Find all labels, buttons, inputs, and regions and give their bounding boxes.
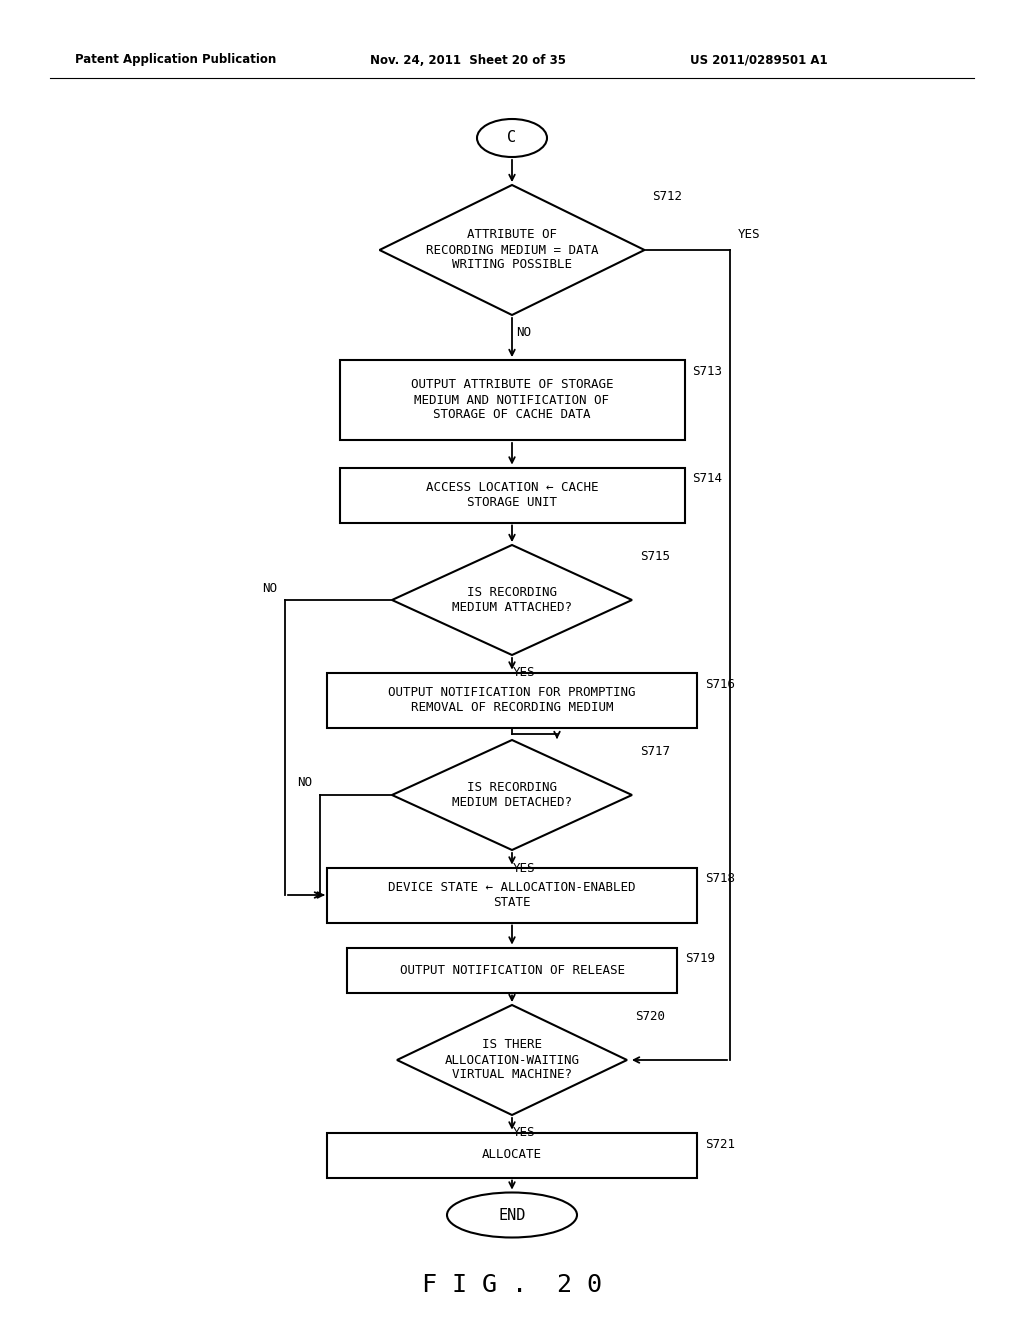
Text: OUTPUT NOTIFICATION FOR PROMPTING
REMOVAL OF RECORDING MEDIUM: OUTPUT NOTIFICATION FOR PROMPTING REMOVA… [388,686,636,714]
Text: OUTPUT ATTRIBUTE OF STORAGE
MEDIUM AND NOTIFICATION OF
STORAGE OF CACHE DATA: OUTPUT ATTRIBUTE OF STORAGE MEDIUM AND N… [411,379,613,421]
Text: NO: NO [516,326,531,339]
Text: S713: S713 [692,366,723,378]
Text: Nov. 24, 2011  Sheet 20 of 35: Nov. 24, 2011 Sheet 20 of 35 [370,54,566,66]
Text: END: END [499,1208,525,1222]
Text: IS RECORDING
MEDIUM DETACHED?: IS RECORDING MEDIUM DETACHED? [452,781,572,809]
Text: US 2011/0289501 A1: US 2011/0289501 A1 [690,54,827,66]
Text: S718: S718 [705,873,735,886]
Text: F I G .  2 0: F I G . 2 0 [422,1272,602,1298]
Text: YES: YES [513,1126,536,1139]
Text: ALLOCATE: ALLOCATE [482,1148,542,1162]
Text: IS RECORDING
MEDIUM ATTACHED?: IS RECORDING MEDIUM ATTACHED? [452,586,572,614]
Text: NO: NO [297,776,312,789]
Text: ATTRIBUTE OF
RECORDING MEDIUM = DATA
WRITING POSSIBLE: ATTRIBUTE OF RECORDING MEDIUM = DATA WRI… [426,228,598,272]
Bar [340,467,684,523]
Bar [327,867,697,923]
Text: IS THERE
ALLOCATION-WAITING
VIRTUAL MACHINE?: IS THERE ALLOCATION-WAITING VIRTUAL MACH… [444,1039,580,1081]
Bar [327,672,697,727]
Bar [347,948,677,993]
Bar [327,1133,697,1177]
Text: NO: NO [262,582,278,594]
Text: S712: S712 [652,190,683,203]
Text: S714: S714 [692,473,723,486]
Text: C: C [508,131,516,145]
Text: S719: S719 [685,953,715,965]
Text: S716: S716 [705,677,735,690]
Text: Patent Application Publication: Patent Application Publication [75,54,276,66]
Text: S715: S715 [640,550,670,564]
Bar [340,360,684,440]
Text: YES: YES [513,667,536,680]
Text: S721: S721 [705,1138,735,1151]
Text: YES: YES [738,228,761,242]
Text: YES: YES [513,862,536,874]
Text: DEVICE STATE ← ALLOCATION-ENABLED
STATE: DEVICE STATE ← ALLOCATION-ENABLED STATE [388,880,636,909]
Text: OUTPUT NOTIFICATION OF RELEASE: OUTPUT NOTIFICATION OF RELEASE [399,964,625,977]
Text: ACCESS LOCATION ← CACHE
STORAGE UNIT: ACCESS LOCATION ← CACHE STORAGE UNIT [426,480,598,510]
Text: S717: S717 [640,744,670,758]
Text: S720: S720 [635,1010,665,1023]
